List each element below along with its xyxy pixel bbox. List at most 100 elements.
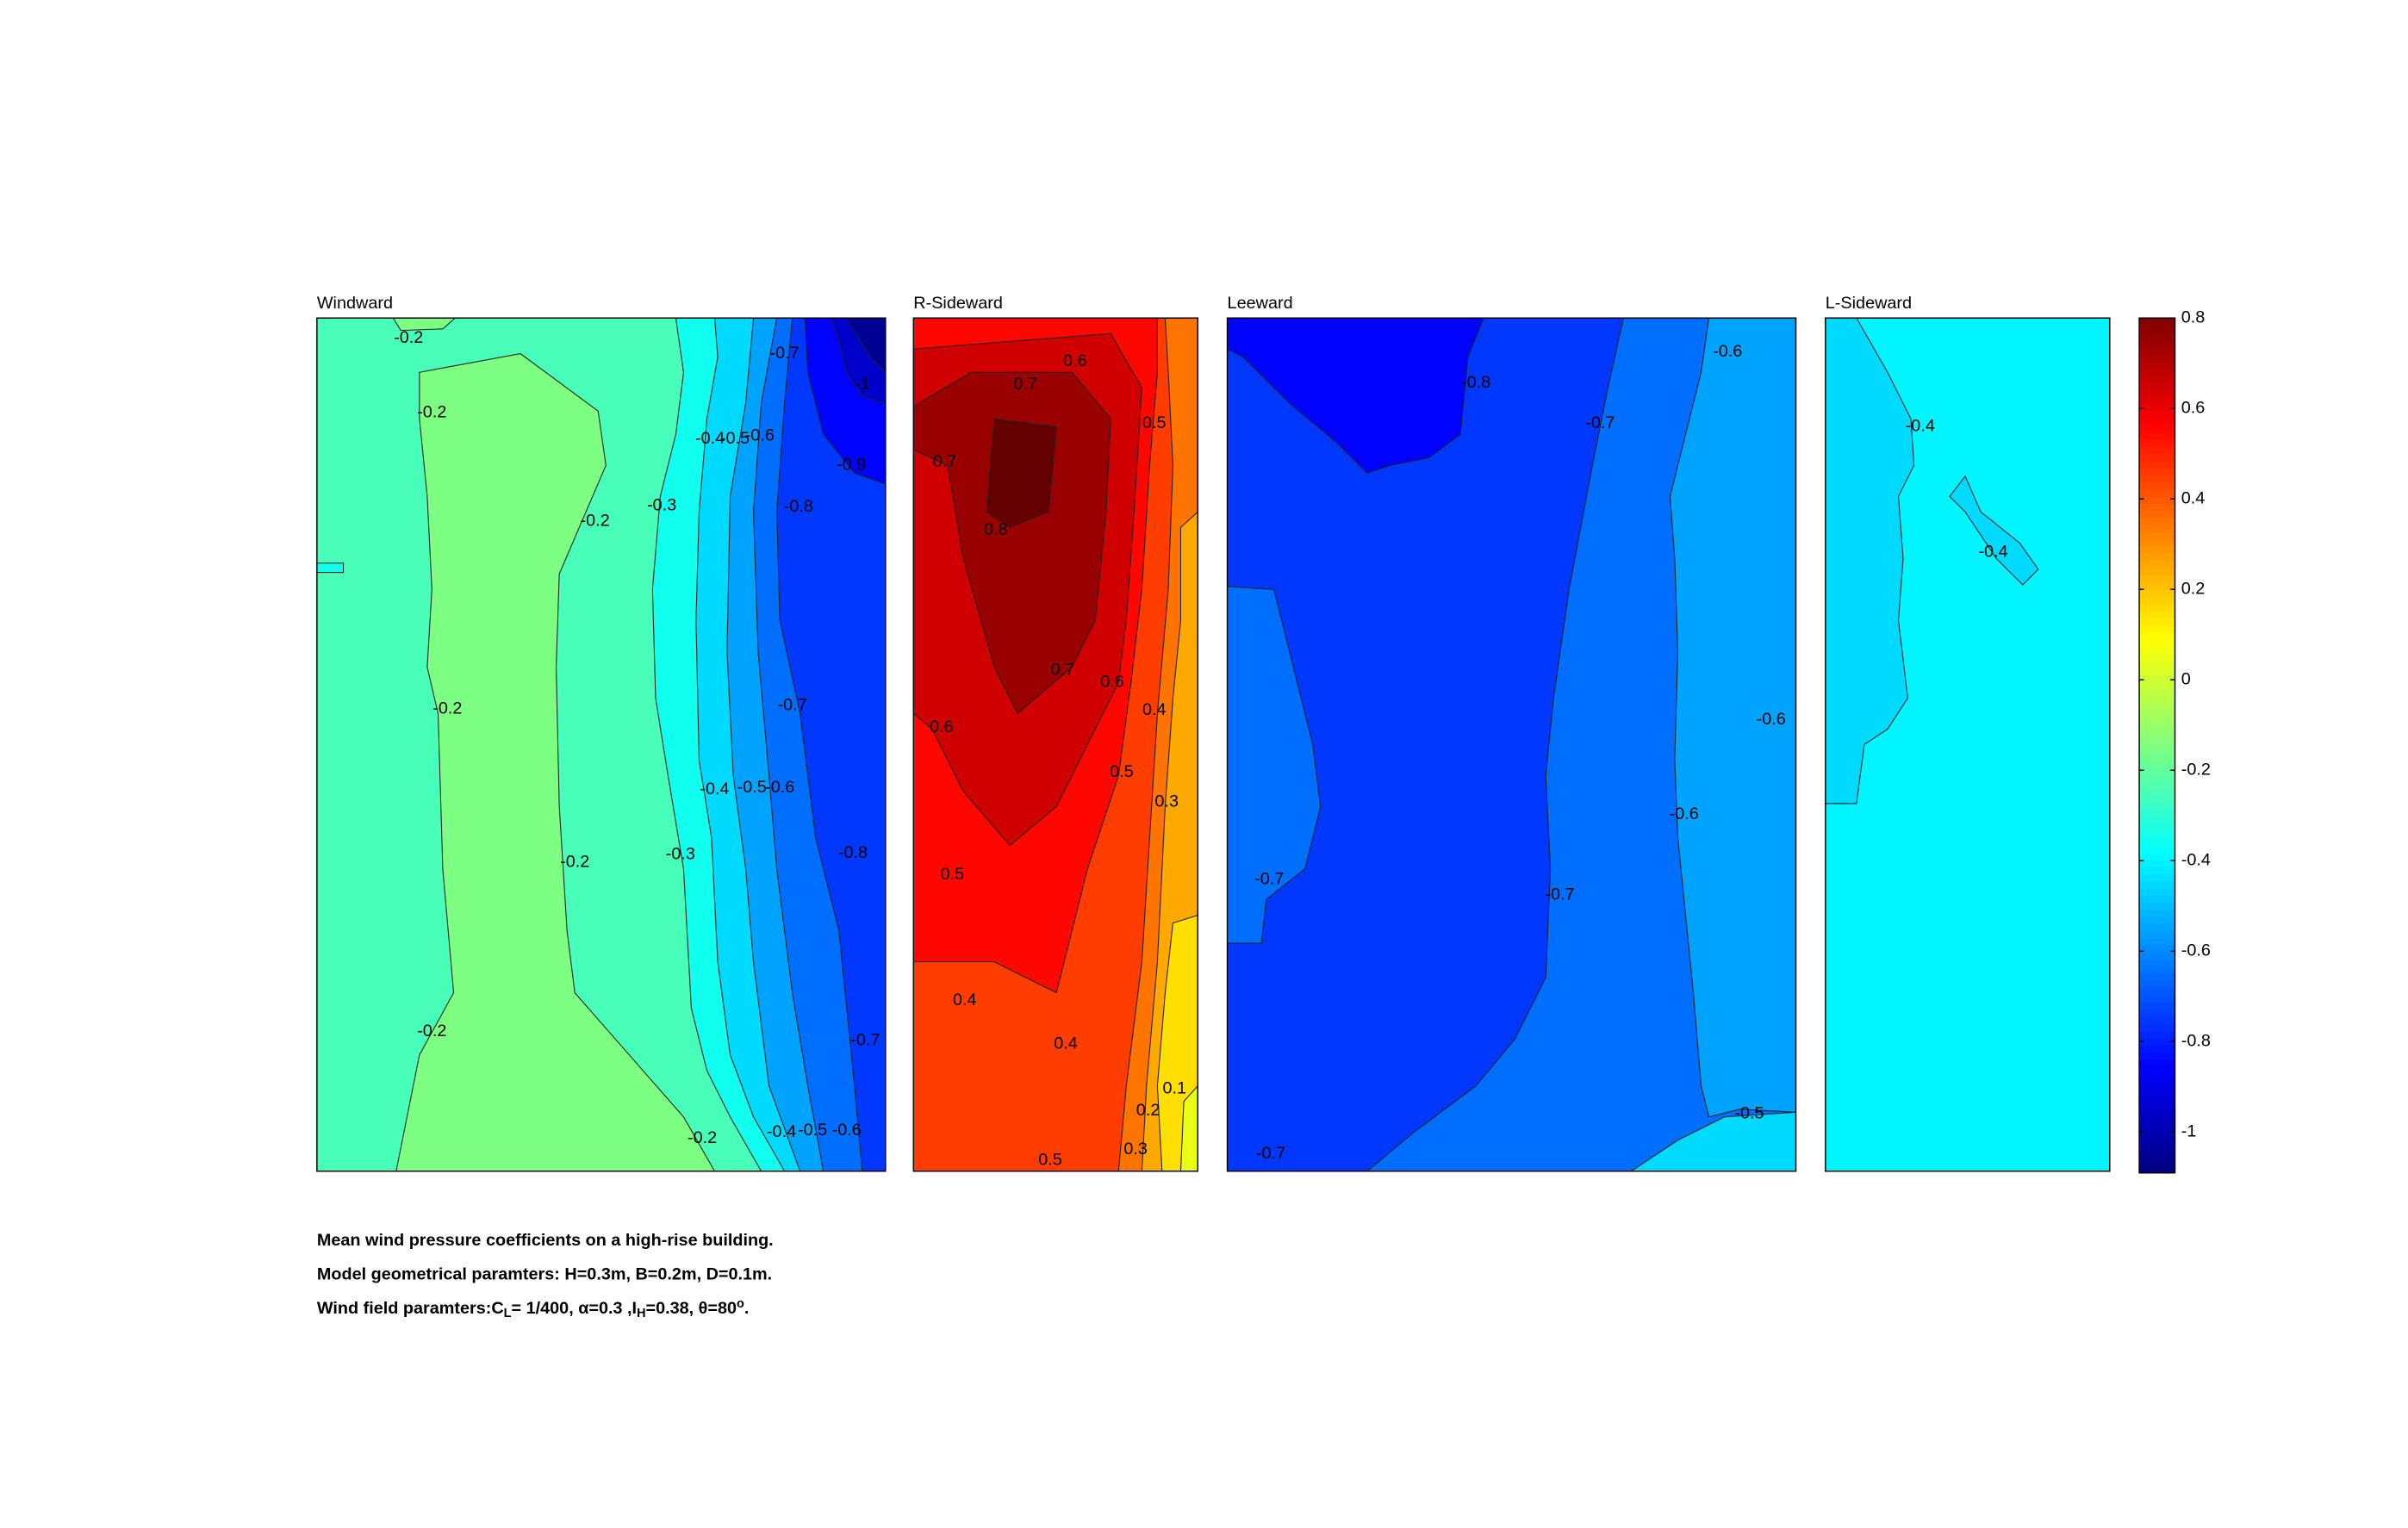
colorbar-step (2139, 916, 2175, 925)
contour-label: 0.4 (953, 991, 977, 1009)
colorbar-step (2139, 375, 2175, 383)
colorbar-step (2139, 1101, 2175, 1110)
contour-region (395, 353, 716, 1171)
contour-label: -0.2 (688, 1128, 717, 1147)
panel-frame (912, 317, 1199, 1172)
colorbar-step (2139, 368, 2175, 376)
contour-label: -0.5 (720, 429, 750, 448)
colorbar-step (2139, 745, 2175, 754)
colorbar-step (2139, 425, 2175, 433)
colorbar-step (2139, 588, 2175, 597)
contour-label: -0.2 (394, 328, 423, 347)
contour-label: -0.4 (695, 429, 725, 448)
contour-region (1227, 318, 1484, 474)
colorbar-step (2139, 966, 2175, 974)
contour-panel: R-Sideward 0.6 0.7 0.5 0.7 0.8 0.7 0.6 0.6 0.4 0.5… (912, 294, 1199, 1172)
colorbar-step (2139, 538, 2175, 547)
colorbar-step (2139, 460, 2175, 469)
colorbar-step (2139, 1044, 2175, 1053)
colorbar-step (2139, 930, 2175, 939)
colorbar-step (2139, 417, 2175, 426)
contour-label: -0.7 (850, 1031, 880, 1050)
colorbar-step (2139, 388, 2175, 398)
colorbar-step (2139, 595, 2175, 604)
caption-text: Wind field paramters:C (317, 1299, 504, 1318)
colorbar-step (2139, 952, 2175, 960)
colorbar-step (2139, 830, 2175, 839)
contour-label: -0.8 (784, 497, 813, 516)
panel-frame (1226, 317, 1797, 1172)
contour-label: -0.5 (737, 778, 767, 797)
contour-label: 0.8 (984, 520, 1008, 539)
colorbar-tick-label: -1 (2181, 1122, 2197, 1141)
colorbar-step (2139, 382, 2175, 390)
colorbar-step (2139, 1022, 2175, 1032)
colorbar-step (2139, 895, 2175, 904)
contour-region (986, 418, 1057, 528)
colorbar-step (2139, 752, 2175, 761)
colorbar-step (2139, 1009, 2175, 1017)
contour-label: 0.7 (933, 452, 957, 471)
colorbar-step (2139, 1115, 2175, 1124)
contour-region (392, 318, 457, 332)
contour-region (1825, 318, 1915, 804)
colorbar-step (2139, 1094, 2175, 1103)
colorbar-step (2139, 660, 2175, 668)
colorbar-step (2139, 339, 2175, 348)
panel-frame (316, 317, 887, 1172)
colorbar-step (2139, 602, 2175, 612)
regions (1227, 318, 1796, 1171)
colorbar-step (2139, 680, 2175, 690)
colorbar: 0.8 0.6 0.4 0.2 0 -0.2 -0.4 -0.6 -0.8 -1 (2138, 307, 2211, 1174)
colorbar-step (2139, 1065, 2175, 1074)
colorbar-step (2139, 773, 2175, 782)
contour-panel: Leeward -0.6 -0.8 -0.7 -0.6 -0.6 -0.7 -0.7 -0.5 -… (1226, 294, 1797, 1172)
colorbar-step (2139, 1059, 2175, 1067)
contour-label: -0.7 (1256, 1144, 1285, 1163)
colorbar-step (2139, 759, 2175, 768)
colorbar-step (2139, 645, 2175, 654)
colorbar-tick-label: 0.6 (2181, 398, 2206, 417)
colorbar-step (2139, 902, 2175, 910)
colorbar-step (2139, 567, 2175, 575)
colorbar-step (2139, 581, 2175, 590)
panel-frame (1825, 317, 2111, 1172)
panel-title: R-Sideward (913, 294, 1003, 313)
colorbar-step (2139, 467, 2175, 476)
colorbar-step (2139, 360, 2175, 369)
colorbar-step (2139, 488, 2175, 497)
colorbar-step (2139, 937, 2175, 946)
caption-line: Mean wind pressure coefficients on a hig… (317, 1231, 774, 1250)
colorbar-step (2139, 795, 2175, 804)
colorbar-step (2139, 724, 2175, 732)
colorbar-tick-label: -0.2 (2181, 761, 2211, 780)
colorbar-step (2139, 788, 2175, 797)
colorbar-tick-label: 0.8 (2181, 307, 2206, 326)
colorbar-step (2139, 438, 2175, 447)
colorbar-step (2139, 446, 2175, 455)
contour-label: 0.5 (1142, 413, 1167, 432)
contour-region (776, 318, 886, 1171)
colorbar-tick-label: -0.4 (2181, 851, 2211, 870)
colorbar-step (2139, 923, 2175, 932)
regions (316, 318, 886, 1171)
caption-line: Model geometrical paramters: H=0.3m, B=0… (317, 1265, 772, 1284)
colorbar-step (2139, 823, 2175, 832)
caption-sub: L (504, 1307, 512, 1320)
regions (1825, 318, 2110, 1171)
colorbar-step (2139, 1151, 2175, 1159)
contour-panel: Windward-0.2-0.2-0.2-0.2-0.2-0.2-0.2-0.3… (316, 294, 887, 1172)
colorbar-step (2139, 525, 2175, 533)
colorbar-step (2139, 880, 2175, 889)
colorbar-step (2139, 1016, 2175, 1024)
contour-label: 0.3 (1123, 1140, 1148, 1158)
colorbar-step (2139, 817, 2175, 825)
contour-label: -0.6 (1670, 804, 1699, 823)
colorbar-step (2139, 1087, 2175, 1096)
colorbar-step (2139, 717, 2175, 725)
colorbar-step (2139, 738, 2175, 747)
colorbar-step (2139, 667, 2175, 675)
colorbar-step (2139, 495, 2175, 505)
